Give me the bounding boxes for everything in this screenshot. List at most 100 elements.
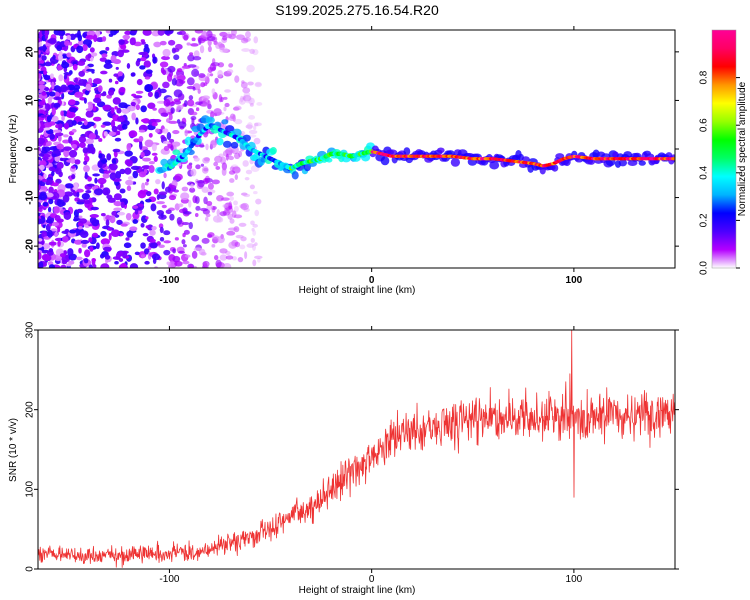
heatmap-cell xyxy=(38,101,44,106)
heatmap-cell xyxy=(154,91,160,99)
heatmap-cell xyxy=(224,102,230,108)
heatmap-cell xyxy=(253,190,258,195)
heatmap-cell xyxy=(100,92,107,97)
heatmap-cell xyxy=(120,44,127,50)
heatmap-cell xyxy=(205,143,209,151)
colorbar-tick-label: 0.2 xyxy=(699,213,710,227)
heatmap-cell xyxy=(142,30,152,36)
heatmap-cell xyxy=(100,70,108,75)
heatmap-cell xyxy=(150,203,157,212)
heatmap-cell xyxy=(170,144,174,151)
heatmap-cell xyxy=(145,198,152,203)
heatmap-cell xyxy=(74,159,81,165)
heatmap-cell xyxy=(38,251,42,260)
heatmap-cell xyxy=(58,123,63,129)
heatmap-cell xyxy=(252,229,257,236)
heatmap-cell xyxy=(101,53,108,58)
heatmap-cell xyxy=(61,61,70,69)
heatmap-blobs xyxy=(38,30,263,268)
heatmap-cell xyxy=(211,88,216,95)
colorbar: 0.0 0.2 0.4 0.6 0.8 Normalized spectral ampl… xyxy=(699,29,748,275)
heatmap-cell xyxy=(252,48,259,56)
heatmap-cell xyxy=(181,239,186,245)
heatmap-cell xyxy=(243,208,250,212)
heatmap-cell xyxy=(40,114,47,119)
heatmap-cell xyxy=(215,166,221,170)
heatmap-cell xyxy=(201,237,210,244)
heatmap-cell xyxy=(43,127,51,131)
heatmap-cell xyxy=(64,122,70,130)
heatmap-cell xyxy=(92,264,97,268)
heatmap-cell xyxy=(197,179,205,188)
heatmap-cell xyxy=(53,91,60,98)
heatmap-cell xyxy=(121,124,128,130)
heatmap-cell xyxy=(51,107,56,116)
heatmap-cell xyxy=(114,260,119,265)
snr-x-label: Height of straight line (km) xyxy=(299,585,416,596)
heatmap-y-label: Frequency (Hz) xyxy=(8,115,19,184)
heatmap-cell xyxy=(41,178,48,183)
heatmap-cell xyxy=(166,131,172,140)
heatmap-cell xyxy=(58,74,64,82)
heatmap-cell xyxy=(38,73,42,79)
ridge-halo-cell xyxy=(489,161,500,170)
heatmap-cell xyxy=(176,68,183,73)
heatmap-cell xyxy=(126,185,132,192)
heatmap-cell xyxy=(190,111,198,116)
heatmap-cell xyxy=(119,86,126,93)
heatmap-cell xyxy=(113,73,119,77)
heatmap-cell xyxy=(149,229,156,236)
heatmap-cell xyxy=(218,94,223,103)
heatmap-cell xyxy=(226,69,234,74)
heatmap-cell xyxy=(177,250,186,254)
heatmap-cell xyxy=(111,210,118,216)
heatmap-cell xyxy=(104,59,112,65)
heatmap-cell xyxy=(117,115,126,123)
heatmap-cell xyxy=(106,194,113,200)
heatmap-cell xyxy=(188,221,193,230)
heatmap-cell xyxy=(78,70,86,77)
heatmap-cell xyxy=(103,63,113,70)
heatmap-cell xyxy=(191,250,198,259)
heatmap-cell xyxy=(77,226,83,230)
heatmap-cell xyxy=(160,134,166,140)
heatmap-cell xyxy=(110,107,115,115)
heatmap-cell xyxy=(191,234,200,242)
colorbar-tick-label: 0.8 xyxy=(699,70,710,84)
heatmap-cell xyxy=(43,70,47,75)
heatmap-cell xyxy=(63,211,72,220)
heatmap-cell xyxy=(240,95,244,103)
heatmap-cell xyxy=(44,87,50,92)
heatmap-cell xyxy=(88,132,96,140)
heatmap-cell xyxy=(229,166,235,172)
heatmap-cell xyxy=(119,188,126,194)
heatmap-cell xyxy=(207,100,211,109)
heatmap-cell xyxy=(164,186,171,193)
heatmap-cell xyxy=(155,179,161,185)
heatmap-cell xyxy=(199,45,205,54)
heatmap-cell xyxy=(193,50,200,58)
heatmap-cell xyxy=(226,230,236,236)
heatmap-cell xyxy=(39,160,47,167)
heatmap-x-tick-label: 100 xyxy=(566,275,583,286)
heatmap-cell xyxy=(115,66,119,70)
heatmap-cell xyxy=(195,107,200,112)
heatmap-x-label: Height of straight line (km) xyxy=(299,285,416,296)
heatmap-cell xyxy=(248,115,256,120)
heatmap-cell xyxy=(138,129,146,133)
heatmap-cell xyxy=(157,30,165,36)
heatmap-y-tick-label: -10 xyxy=(25,190,36,205)
heatmap-cell xyxy=(178,30,186,36)
heatmap-cell xyxy=(248,97,255,105)
heatmap-cell xyxy=(82,44,88,52)
ridge-halo-cell xyxy=(551,164,559,172)
heatmap-cell xyxy=(212,66,216,71)
heatmap-cell xyxy=(155,128,160,133)
heatmap-cell xyxy=(80,239,90,245)
heatmap-y-tick-label: -20 xyxy=(25,238,36,253)
heatmap-cell xyxy=(83,160,88,166)
snr-y-tick-label: 0 xyxy=(25,566,36,572)
heatmap-cell xyxy=(215,259,222,268)
heatmap-cell xyxy=(57,30,64,36)
heatmap-cell xyxy=(213,161,219,167)
